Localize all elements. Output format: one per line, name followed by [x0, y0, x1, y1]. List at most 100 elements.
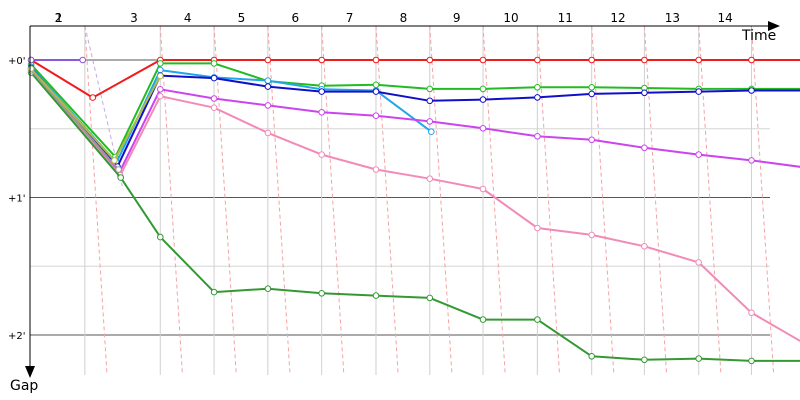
series-point: [264, 129, 272, 137]
lap-connectors: [84, 25, 775, 374]
lap-connector: [159, 25, 183, 374]
y-tick-label: +0': [8, 56, 26, 67]
series-point: [641, 243, 648, 250]
series-point: [79, 56, 86, 64]
x-tick-label: 9: [453, 11, 461, 25]
series-point: [534, 56, 541, 64]
x-tick-label: 11: [558, 11, 573, 25]
series-point: [157, 72, 164, 80]
lap-connector: [375, 25, 399, 374]
series-line: [30, 62, 800, 158]
y-tick-label: +2': [8, 331, 26, 342]
x-tick-label: 7: [346, 11, 354, 25]
lap-connector: [536, 25, 561, 374]
series-point: [210, 104, 218, 111]
series-point: [641, 56, 648, 64]
series-point: [695, 88, 703, 95]
series-point: [372, 112, 380, 119]
series-point: [534, 94, 541, 101]
series: [27, 68, 800, 343]
series-point: [210, 74, 218, 82]
x-tick-label: 1: [55, 11, 63, 25]
series-point: [89, 94, 97, 101]
grid-layer: [29, 26, 770, 375]
series-line: [30, 68, 800, 173]
series-point: [479, 316, 487, 323]
series-point: [372, 166, 380, 173]
lap-connector: [429, 25, 453, 374]
series-point: [210, 95, 218, 102]
series-point: [372, 88, 380, 95]
series-point: [117, 174, 124, 181]
series-point: [426, 175, 434, 182]
series-point: [426, 118, 434, 125]
x-tick-label: 13: [665, 11, 680, 25]
series: [27, 67, 122, 173]
series-point: [264, 77, 272, 84]
lap-connector: [213, 25, 237, 374]
x-tick-label: 10: [503, 11, 518, 25]
series-point: [695, 151, 703, 158]
series-point: [534, 84, 541, 91]
series-point: [428, 128, 435, 135]
series-point: [318, 56, 326, 64]
series-point: [372, 81, 380, 89]
series-point: [588, 136, 596, 144]
series-point: [479, 85, 487, 93]
series: [27, 69, 800, 365]
series-point: [426, 97, 434, 105]
series-point: [641, 89, 648, 97]
x-tick-label: 5: [238, 11, 246, 25]
series-point: [157, 60, 164, 67]
series-point: [479, 56, 487, 64]
x-axis-arrow-icon: [768, 21, 780, 31]
series-point: [426, 294, 434, 302]
x-tick-label: 12: [610, 11, 625, 25]
series-point: [695, 355, 703, 362]
series-point: [748, 357, 755, 365]
series-line: [30, 66, 432, 164]
lap-connector: [750, 25, 775, 374]
series-point: [534, 224, 541, 232]
x-tick-label: 6: [291, 11, 299, 25]
lap-connector: [698, 25, 722, 374]
series-line: [30, 70, 800, 343]
y-tick-label: +1': [8, 194, 26, 205]
series-point: [318, 88, 326, 95]
series-point: [264, 102, 272, 109]
x-axis-title: Time: [741, 28, 776, 44]
series-point: [372, 292, 380, 299]
series-point: [210, 60, 218, 67]
series-point: [27, 65, 35, 72]
series: [27, 65, 800, 176]
series: [27, 65, 164, 164]
series-point: [426, 56, 434, 64]
series-point: [27, 56, 35, 64]
series-point: [588, 84, 596, 91]
series-point: [115, 166, 122, 173]
series-point: [157, 66, 164, 74]
x-tick-label: 4: [184, 11, 192, 25]
series-line: [30, 69, 120, 171]
series-point: [264, 285, 272, 293]
series-point: [588, 231, 596, 239]
series-point: [264, 83, 272, 90]
series: [27, 56, 86, 64]
lap-connector: [482, 25, 506, 374]
axis-layer: Time Gap: [10, 21, 780, 394]
series-point: [479, 96, 487, 103]
series-point: [534, 133, 541, 140]
y-axis-arrow-icon: [25, 366, 35, 378]
lap-connector: [643, 25, 668, 374]
series: [27, 56, 800, 101]
series-point: [318, 151, 326, 158]
series-point: [479, 185, 487, 193]
series-point: [748, 309, 755, 317]
y-axis-title: Gap: [10, 378, 38, 394]
tick-layer: 12 3 4 5 6 7 8 9 10 11 12 13 14+0'+1'+2': [8, 11, 733, 342]
series-point: [748, 87, 755, 94]
series-point: [111, 157, 118, 164]
x-tick-label: 8: [400, 11, 408, 25]
